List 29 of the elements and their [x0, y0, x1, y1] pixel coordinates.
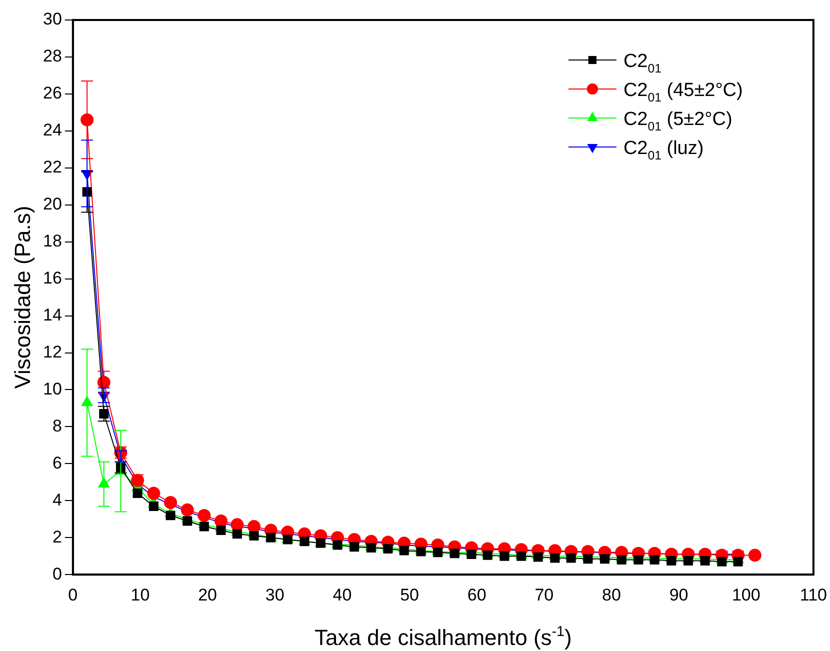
- x-tick-label: 100: [732, 585, 760, 604]
- y-tick-label: 16: [42, 268, 62, 288]
- y-tick-label: 4: [52, 490, 62, 510]
- y-tick-label: 30: [42, 10, 62, 29]
- x-tick-label: 30: [265, 585, 284, 604]
- x-tick-label: 20: [198, 585, 218, 604]
- x-tick-label: 60: [467, 585, 486, 604]
- y-tick-label: 24: [42, 120, 62, 140]
- x-tick-label: 70: [534, 585, 554, 604]
- x-tick-label: 80: [602, 585, 621, 604]
- y-tick-label: 2: [52, 527, 62, 546]
- y-tick-label: 28: [42, 46, 62, 66]
- y-tick-label: 26: [42, 84, 62, 103]
- y-axis-title: Viscosidade (Pa.s): [10, 206, 35, 389]
- x-tick-label: 0: [68, 585, 78, 604]
- y-tick-label: 18: [42, 232, 62, 251]
- x-tick-label: 10: [130, 585, 150, 604]
- y-tick-label: 22: [42, 158, 62, 177]
- y-tick-label: 10: [42, 379, 62, 398]
- y-tick-label: 6: [52, 453, 62, 472]
- x-tick-label: 40: [332, 585, 352, 604]
- y-tick-label: 20: [42, 194, 62, 214]
- y-tick-label: 0: [52, 564, 62, 584]
- x-tick-label: 90: [669, 585, 688, 604]
- y-tick-label: 14: [42, 305, 62, 324]
- y-tick-label: 8: [52, 416, 62, 436]
- x-tick-label: 50: [400, 585, 419, 604]
- y-tick-label: 12: [42, 342, 62, 362]
- x-tick-label: 110: [800, 585, 828, 604]
